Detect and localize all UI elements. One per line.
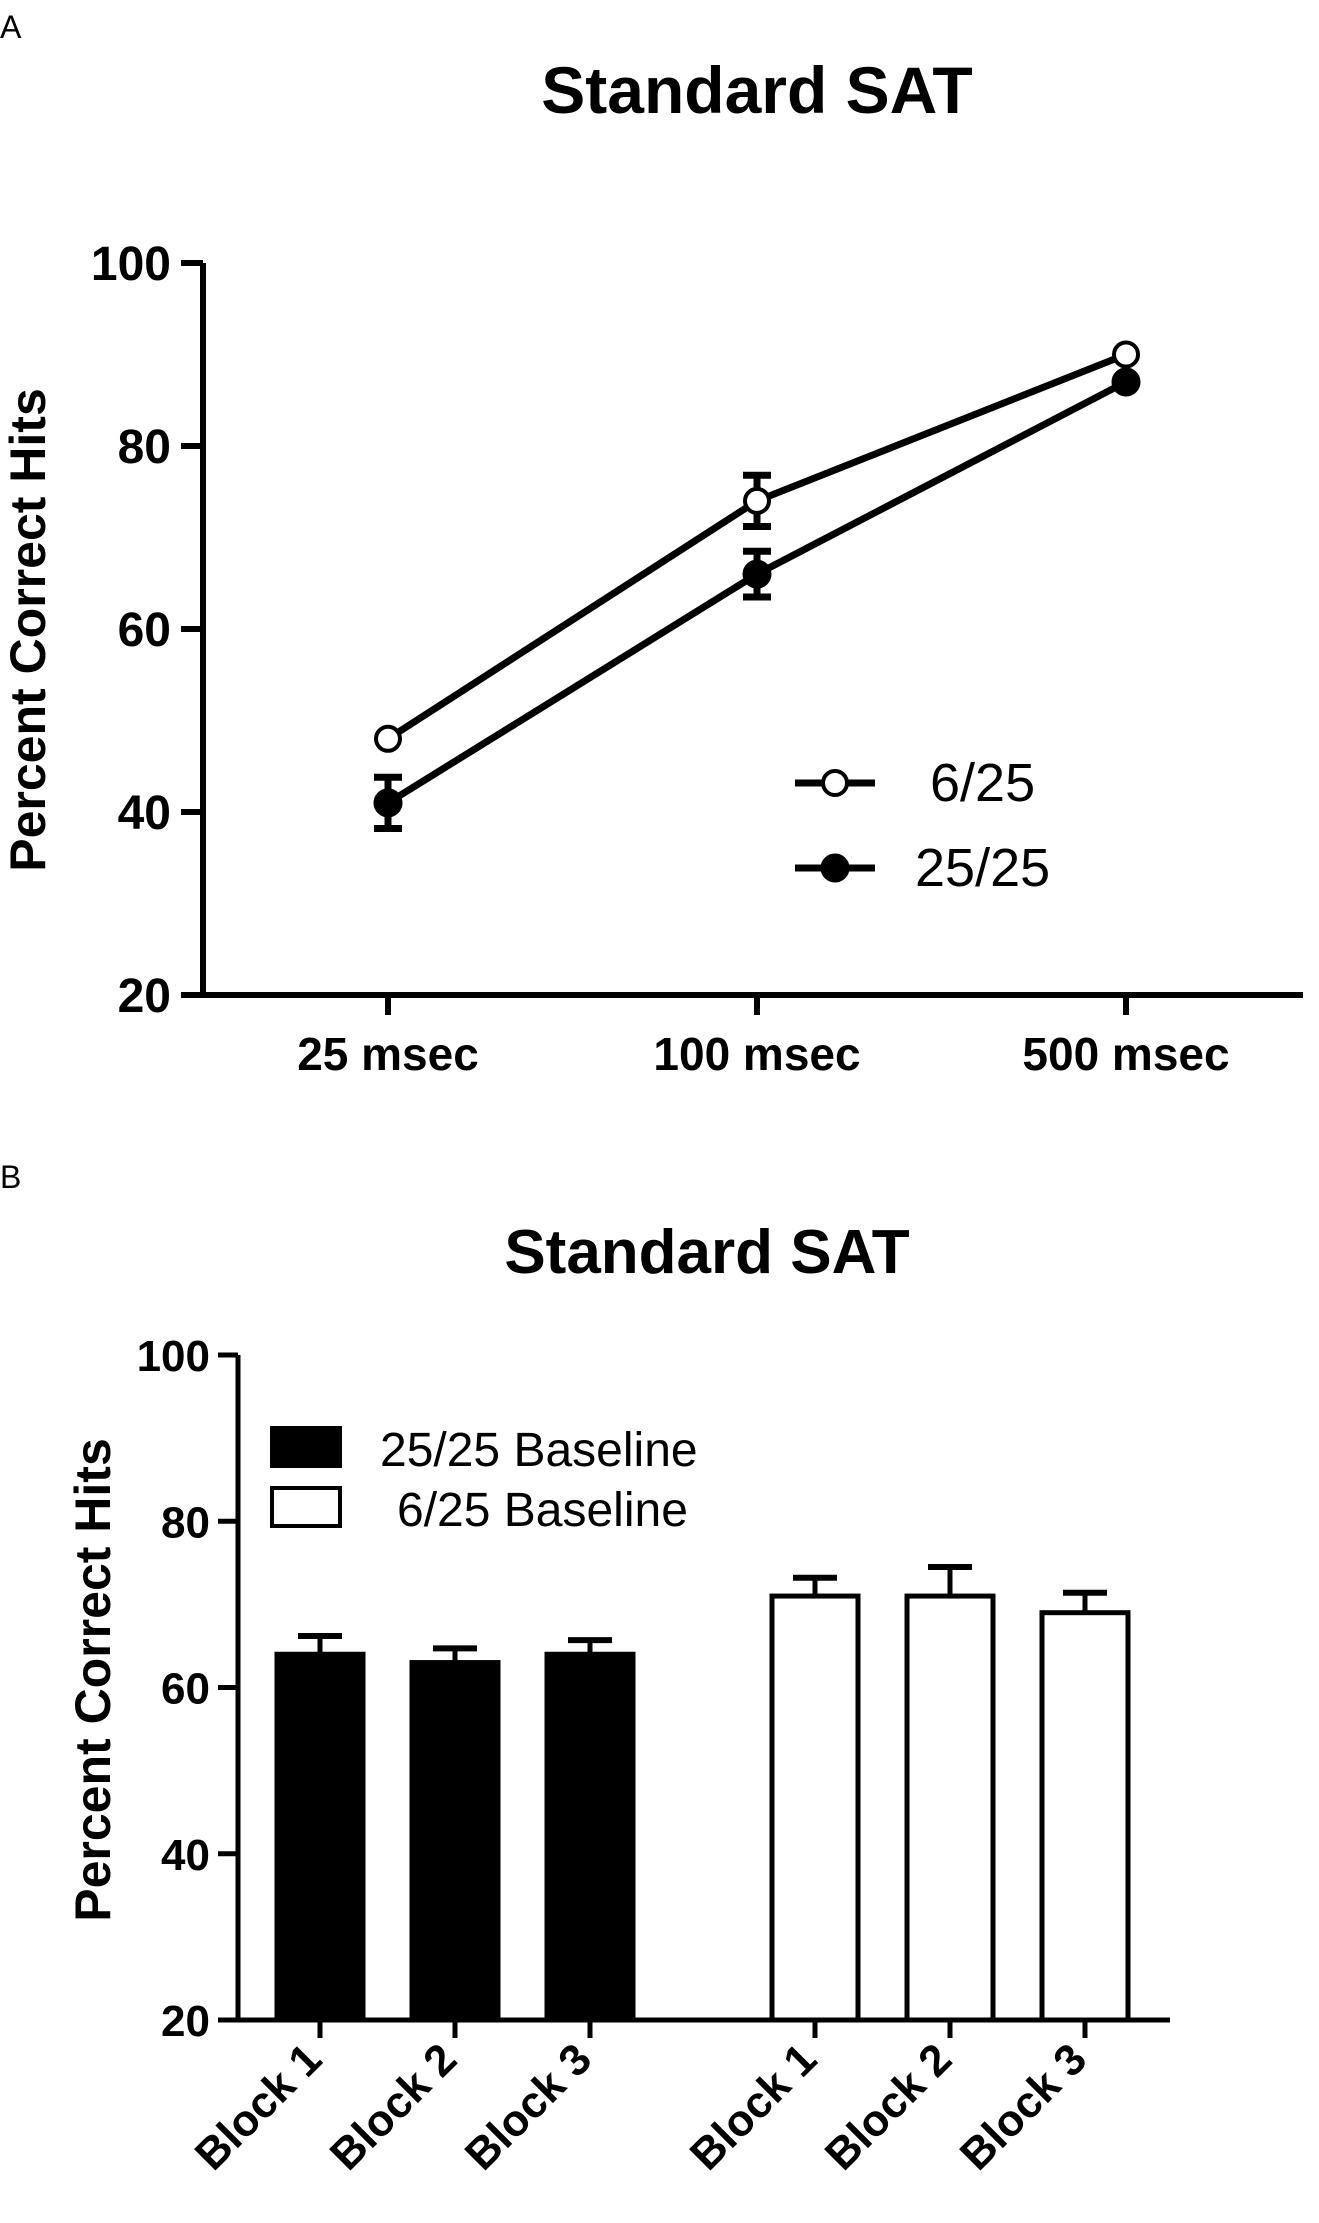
panel-b-letter: B	[0, 1159, 21, 1195]
panel-b-legend: 25/25 Baseline 6/25 Baseline	[270, 1424, 698, 1537]
panel-b-y-tick-label: 60	[161, 1665, 210, 1714]
bar-25-25-baseline	[409, 1660, 501, 2023]
bar-25-25-baseline	[544, 1651, 636, 2023]
panel-a-x-ticks: 25 msec 100 msec 500 msec	[297, 995, 1230, 1080]
data-point-6-25	[374, 724, 402, 753]
panel-b: B Standard SAT Percent Correct Hits 20 40…	[0, 1159, 1170, 2180]
panel-a: A Standard SAT Percent Correct Hits 20 40…	[0, 9, 1303, 1080]
panel-b-x-tick-label: Block 1	[681, 2034, 826, 2179]
panel-b-y-tick-label: 100	[137, 1332, 210, 1381]
panel-b-bars	[274, 1563, 1131, 2023]
panel-a-axes	[200, 263, 1303, 998]
panel-a-x-tick-label: 500 msec	[1022, 1028, 1229, 1080]
panel-a-x-tick-label: 25 msec	[297, 1028, 479, 1080]
bar-6-25-baseline	[769, 1593, 861, 2023]
panel-b-x-tick-label: Block 2	[816, 2034, 961, 2179]
panel-a-y-tick-label: 100	[91, 238, 171, 291]
panel-b-y-tick-label: 20	[161, 1997, 210, 2046]
data-point-6-25	[1112, 340, 1140, 369]
legend-marker-25-25	[820, 853, 850, 883]
panel-b-title: Standard SAT	[504, 1218, 909, 1287]
legend-label-6-25-baseline: 6/25 Baseline	[397, 1484, 688, 1537]
panel-a-y-axis-label: Percent Correct Hits	[0, 388, 56, 872]
panel-a-y-tick-label: 80	[118, 421, 171, 474]
panel-b-y-tick-label: 80	[161, 1498, 210, 1547]
panel-a-y-ticks: 20 40 60 80 100	[91, 238, 203, 1023]
panel-a-y-tick-label: 60	[118, 604, 171, 657]
data-point-6-25	[743, 486, 771, 515]
panel-b-x-tick-label: Block 1	[186, 2034, 331, 2179]
panel-b-x-tick-label: Block 3	[456, 2034, 601, 2179]
panel-a-y-tick-label: 20	[118, 970, 171, 1023]
legend-swatch-6-25-baseline	[270, 1486, 342, 1528]
panel-a-series	[373, 340, 1141, 832]
panel-a-y-tick-label: 40	[118, 787, 171, 840]
legend-label-25-25-baseline: 25/25 Baseline	[380, 1424, 698, 1477]
panel-b-y-ticks: 20 40 60 80 100	[137, 1332, 238, 2046]
panel-a-title: Standard SAT	[541, 53, 972, 127]
legend-swatch-25-25-baseline	[270, 1426, 342, 1468]
panel-a-x-tick-label: 100 msec	[653, 1028, 860, 1080]
data-point-25-25	[1111, 367, 1141, 397]
legend-marker-6-25	[821, 769, 849, 797]
legend-label-6-25: 6/25	[930, 753, 1035, 813]
legend-label-25-25: 25/25	[915, 838, 1050, 898]
bar-25-25-baseline	[274, 1651, 366, 2023]
panel-a-letter: A	[0, 9, 22, 45]
bar-6-25-baseline	[1039, 1610, 1131, 2023]
panel-b-x-tick-label: Block 2	[321, 2034, 466, 2179]
panel-b-y-tick-label: 40	[161, 1831, 210, 1880]
bar-6-25-baseline	[904, 1593, 996, 2023]
data-point-25-25	[742, 559, 772, 589]
data-point-25-25	[373, 788, 403, 818]
panel-b-y-axis-label: Percent Correct Hits	[65, 1438, 121, 1922]
panel-b-x-tick-label: Block 3	[951, 2034, 1096, 2179]
panel-b-axes	[235, 1355, 1170, 2023]
panel-a-legend: 6/25 25/25	[795, 753, 1050, 898]
series-line-6-25	[386, 351, 1128, 742]
